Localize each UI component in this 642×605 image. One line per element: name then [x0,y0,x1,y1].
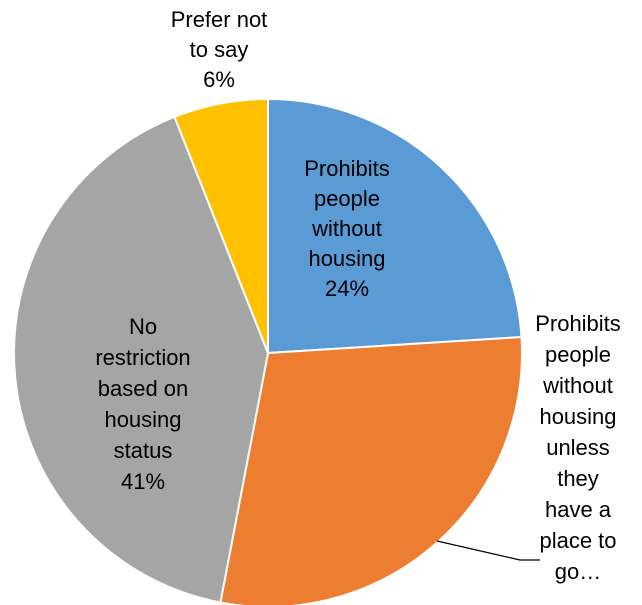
pie-slice-3 [13,115,270,604]
slice-label-3: No restriction based on housing status 41% [95,314,190,494]
slice-label-line: have a [545,497,612,522]
pie-slice-2 [219,335,523,605]
pie-slice-4 [173,97,269,354]
slice-label-line: without [311,216,382,241]
pie-slice-1 [267,97,523,355]
slice-label-line: without [542,373,613,398]
slice-label-line: Prohibits [535,311,621,336]
slice-label-line: status [114,438,173,463]
slice-label-line: go… [555,559,601,584]
slice-label-line: restriction [95,345,190,370]
slice-label-line: unless [546,435,610,460]
slice-label-line: they [557,466,599,491]
slice-label-line: housing [308,246,385,271]
slice-label-line: place to [539,528,616,553]
slice-label-line: 6% [203,67,235,92]
slice-label-line: housing [104,407,181,432]
slice-label-line: Prefer not [171,7,268,32]
slice-label-line: to say [190,37,249,62]
slice-label-line: people [314,186,380,211]
slice-label-2: Prohibits people without housing unless they h… [535,311,621,584]
slice-label-1: Prohibits people without housing 24% [304,156,390,301]
slice-label-line: people [545,342,611,367]
slice-label-line: 41% [121,469,165,494]
slice-label-line: Prohibits [304,156,390,181]
slice-label-line: 24% [325,276,369,301]
slice-label-line: housing [539,404,616,429]
slice-label-4: Prefer not to say 6% [171,7,268,92]
slice-label-line: No [129,314,157,339]
leader-line [436,540,540,561]
slice-label-line: based on [98,376,189,401]
